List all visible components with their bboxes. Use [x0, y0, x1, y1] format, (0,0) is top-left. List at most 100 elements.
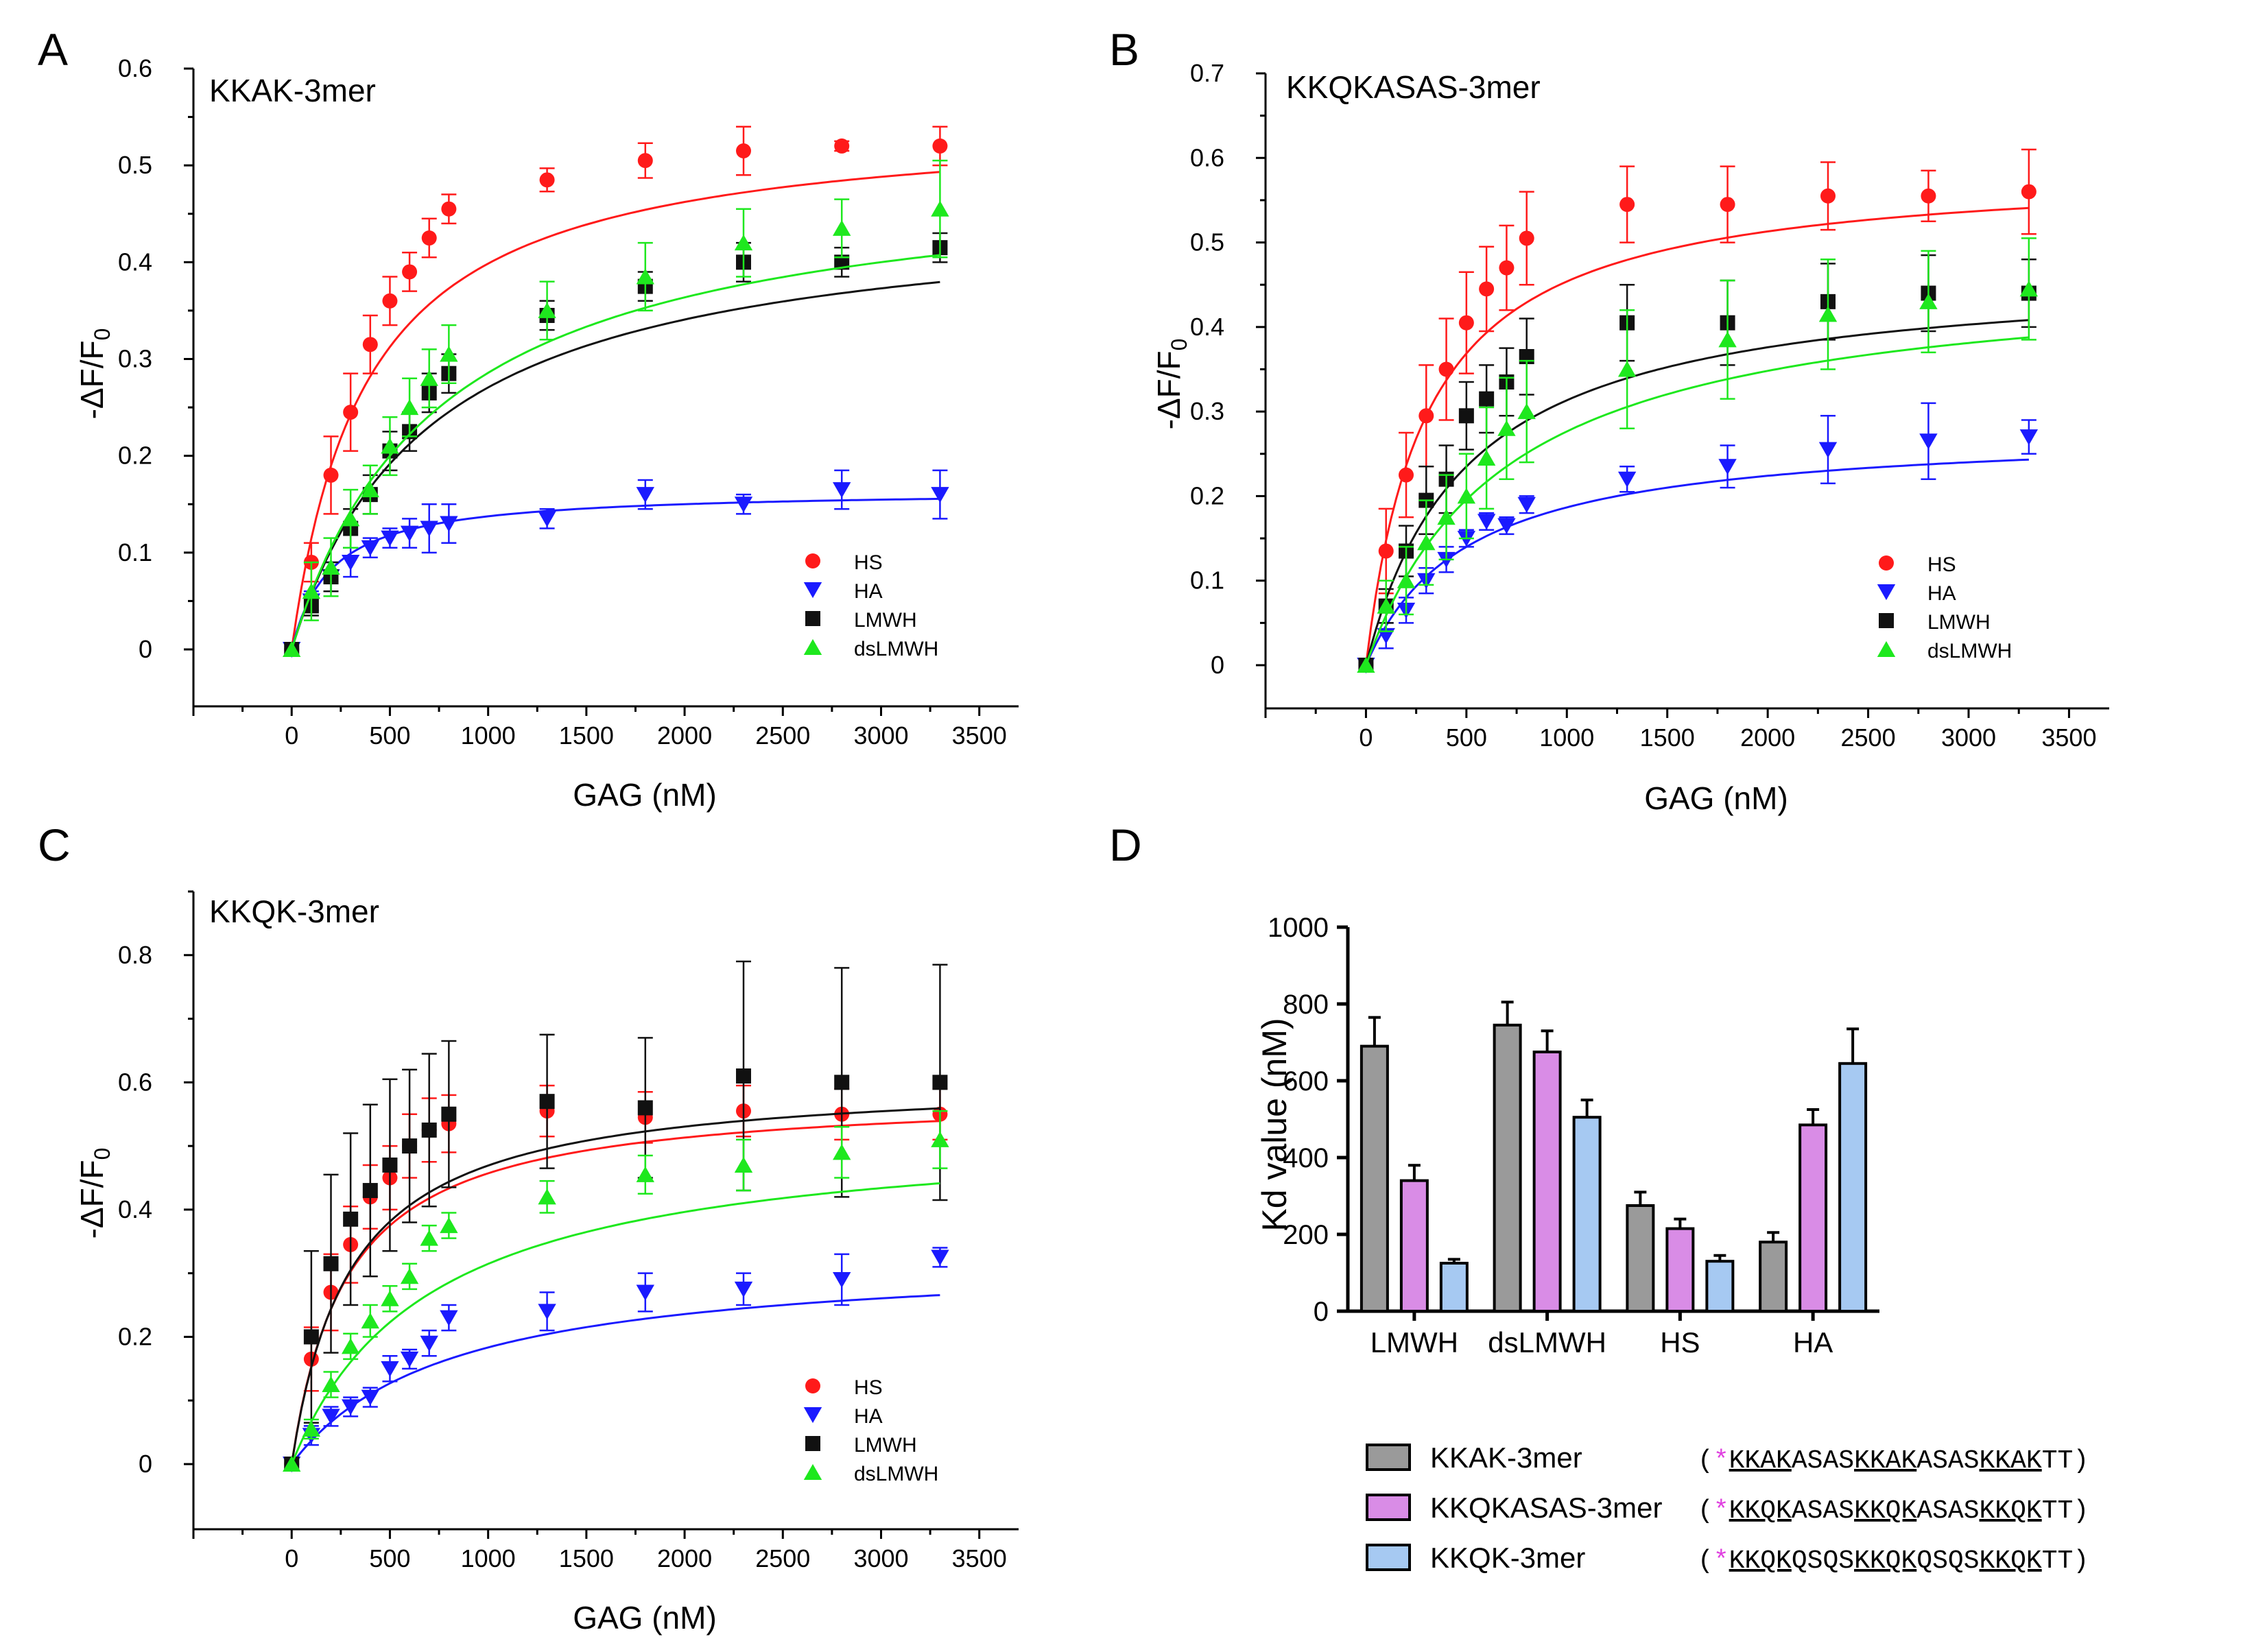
chart-d-bar-kkqkasas-3mer — [1665, 1227, 1695, 1313]
legend-label-kkqkasas: KKQKASAS-3mer — [1430, 1492, 1662, 1524]
chart-b-point-ha — [1617, 471, 1637, 488]
chart-a-x-tick-label: 2500 — [755, 721, 810, 750]
chart-a-y-tick-label: 0.3 — [118, 345, 152, 373]
chart-c-point-dslmwh — [734, 1156, 753, 1173]
chart-b-ylabel: -ΔF/F0 — [1151, 339, 1191, 430]
chart-b-point-hs — [1399, 467, 1414, 483]
chart-b-point-dslmwh — [1617, 361, 1637, 377]
chart-c-title: KKQK-3mer — [209, 894, 379, 929]
chart-a-xlabel: GAG (nM) — [573, 777, 717, 813]
chart-c-ylabel: -ΔF/F0 — [74, 1148, 115, 1239]
chart-b-x-tick-label: 0 — [1359, 723, 1373, 752]
chart-c-point-ha — [734, 1281, 753, 1297]
chart-a-point-ha — [341, 554, 360, 571]
chart-a-point-dslmwh — [322, 558, 340, 575]
sequence-segment: ASAS — [1916, 1496, 1979, 1526]
chart-c-y-tick-label: 0.4 — [118, 1195, 152, 1223]
legend-label-kkak: KKAK-3mer — [1430, 1441, 1582, 1474]
chart-a-point-ha — [361, 540, 379, 556]
chart-c-point-lmwh — [323, 1256, 339, 1271]
chart-a-point-ha — [734, 496, 753, 513]
chart-c-point-ha — [833, 1271, 851, 1289]
chart-a-point-hs — [736, 143, 751, 158]
chart-b-point-ha — [1919, 433, 1938, 450]
chart-b-y-tick-label: 0.1 — [1190, 566, 1224, 595]
chart-c-fit-lmwh — [290, 1107, 940, 1465]
chart-b-point-hs — [1921, 188, 1936, 204]
chart-c-point-lmwh — [343, 1211, 359, 1227]
sequence-motif: KKQK — [1729, 1546, 1792, 1576]
sequence-motif: KKQK — [1854, 1496, 1916, 1526]
legend-swatch-kkqkasas — [1366, 1494, 1411, 1521]
chart-b-point-dslmwh — [2019, 280, 2039, 297]
chart-c-legend-marker-dslmwh — [803, 1463, 822, 1480]
chart-a-point-hs — [539, 172, 555, 188]
chart-c-legend-marker-lmwh — [805, 1436, 820, 1451]
chart-a-plot: 0 500 1000 1500 2000 2500 3000 3500 0 0.1 0.2 0.3 0.… — [118, 54, 1019, 750]
chart-d-y-tick-label: 0 — [1314, 1297, 1329, 1327]
chart-b-point-dslmwh — [1477, 449, 1496, 466]
chart-a-point-dslmwh — [636, 268, 654, 285]
chart-c-point-ha — [420, 1335, 438, 1352]
chart-d-y-tick-label: 1000 — [1268, 913, 1329, 943]
chart-b-ylabel-sub: 0 — [1167, 339, 1191, 351]
chart-c-legend-label-ha: HA — [854, 1405, 883, 1428]
chart-a-point-dslmwh — [931, 200, 949, 217]
chart-c-point-lmwh — [539, 1094, 555, 1110]
chart-a-point-hs — [402, 264, 418, 280]
chart-a-point-ha — [440, 516, 458, 532]
chart-d-y-tick-label: 200 — [1283, 1220, 1329, 1250]
chart-b-point-dslmwh — [1357, 656, 1375, 673]
chart-c-point-dslmwh — [440, 1217, 458, 1234]
chart-a-title: KKAK-3mer — [209, 73, 376, 108]
chart-d-bar-kkqkasas-3mer — [1532, 1051, 1562, 1313]
chart-c-point-ha — [341, 1399, 360, 1415]
chart-c-y-tick-label: 0 — [139, 1450, 152, 1478]
chart-a-point-dslmwh — [833, 219, 851, 236]
chart-b-y-tick-label: 0.4 — [1190, 313, 1224, 341]
chart-b-legend-label-hs: HS — [1927, 553, 1956, 576]
sequence-kkqkasas: (*KKQKASASKKQKASASKKQKTT) — [1698, 1496, 2089, 1526]
sequence-segment: QSQS — [1792, 1546, 1854, 1576]
sequence-segment: TT) — [2042, 1546, 2089, 1576]
chart-c-point-dslmwh — [322, 1376, 340, 1393]
chart-d-y-tick-label: 600 — [1283, 1066, 1329, 1097]
chart-b-point-hs — [1438, 361, 1454, 377]
chart-d-category-label: HA — [1793, 1326, 1833, 1358]
chart-c: KKQK-3mer 0 500 1000 1500 2000 2500 3000 350000… — [74, 890, 1019, 1636]
chart-c-point-ha — [322, 1409, 340, 1425]
chart-a-ylabel: -ΔF/F0 — [74, 328, 115, 420]
chart-a-point-dslmwh — [400, 398, 419, 416]
chart-b-point-ha — [1477, 514, 1496, 530]
chart-c-x-tick-label: 3500 — [952, 1544, 1007, 1572]
sequence-segment: TT) — [2042, 1446, 2089, 1476]
chart-b-point-dslmwh — [1919, 293, 1938, 309]
chart-a-point-hs — [441, 201, 457, 217]
chart-d: 0 200 400 600 800 1000 LMWH dsLMWH HS HA Kd value… — [1255, 913, 2089, 1576]
chart-a-point-dslmwh — [440, 346, 458, 362]
panel-letter-c: C — [38, 819, 71, 870]
chart-c-y-tick-label: 0.2 — [118, 1322, 152, 1350]
chart-b-point-dslmwh — [1437, 509, 1456, 525]
chart-a-point-dslmwh — [538, 302, 556, 318]
chart-b-point-dslmwh — [1497, 420, 1516, 436]
chart-c-xlabel: GAG (nM) — [573, 1600, 717, 1636]
chart-a-fit-hs — [290, 171, 940, 650]
chart-c-x-tick-label: 2000 — [657, 1544, 712, 1572]
chart-c-x-tick-label: 1500 — [559, 1544, 614, 1572]
chart-b-point-ha — [2019, 429, 2039, 446]
chart-a-point-dslmwh — [361, 481, 379, 498]
chart-b-fit-dslmwh — [1364, 336, 2030, 666]
chart-a-point-dslmwh — [381, 438, 399, 454]
chart-b-x-tick-label: 1500 — [1640, 723, 1695, 752]
chart-c-x-tick-label: 1000 — [461, 1544, 516, 1572]
chart-c-ylabel-sub: 0 — [90, 1148, 115, 1160]
chart-a-point-ha — [636, 487, 654, 503]
chart-c-plot: 0 500 1000 1500 2000 2500 3000 3500 0 0.2 0.4 0.6 0.… — [118, 890, 1019, 1572]
chart-a-y-tick-label: 0.6 — [118, 54, 152, 82]
chart-b-point-hs — [1720, 197, 1735, 213]
chart-d-category-label: HS — [1660, 1326, 1700, 1358]
sequence-segment: ASAS — [1792, 1446, 1854, 1476]
chart-b-legend-marker-hs — [1879, 555, 1894, 571]
chart-c-point-dslmwh — [400, 1268, 419, 1284]
